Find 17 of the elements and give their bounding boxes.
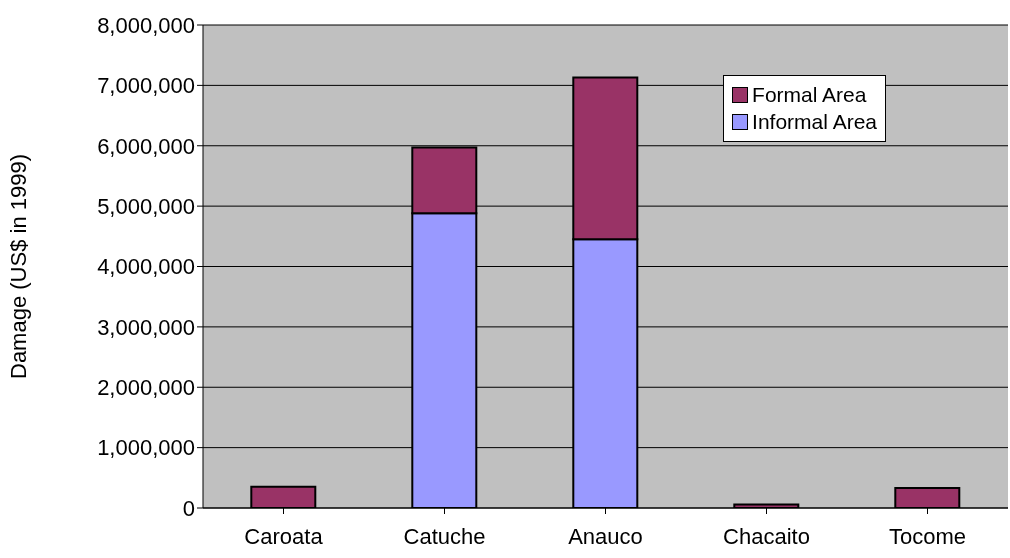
y-tick-label: 6,000,000 [97, 133, 195, 159]
y-tick-label: 2,000,000 [97, 375, 195, 401]
y-tick-label: 5,000,000 [97, 193, 195, 219]
x-tick-label: Catuche [403, 523, 486, 549]
y-tick-label: 7,000,000 [97, 73, 195, 99]
legend-label: Formal Area [752, 83, 867, 107]
y-axis-title: Damage (US$ in 1999) [5, 153, 31, 380]
y-tick-label: 8,000,000 [97, 12, 195, 38]
y-tick-label: 0 [182, 495, 195, 521]
x-tick-label: Anauco [568, 523, 643, 549]
x-tick-label: Tocome [888, 523, 967, 549]
legend-label: Informal Area [752, 110, 877, 134]
y-tick-label: 4,000,000 [97, 254, 195, 280]
y-tick-label: 3,000,000 [97, 314, 195, 340]
y-tick-label: 1,000,000 [97, 435, 195, 461]
x-tick-label: Caroata [244, 523, 324, 549]
x-tick-label: Chacaito [723, 523, 810, 549]
